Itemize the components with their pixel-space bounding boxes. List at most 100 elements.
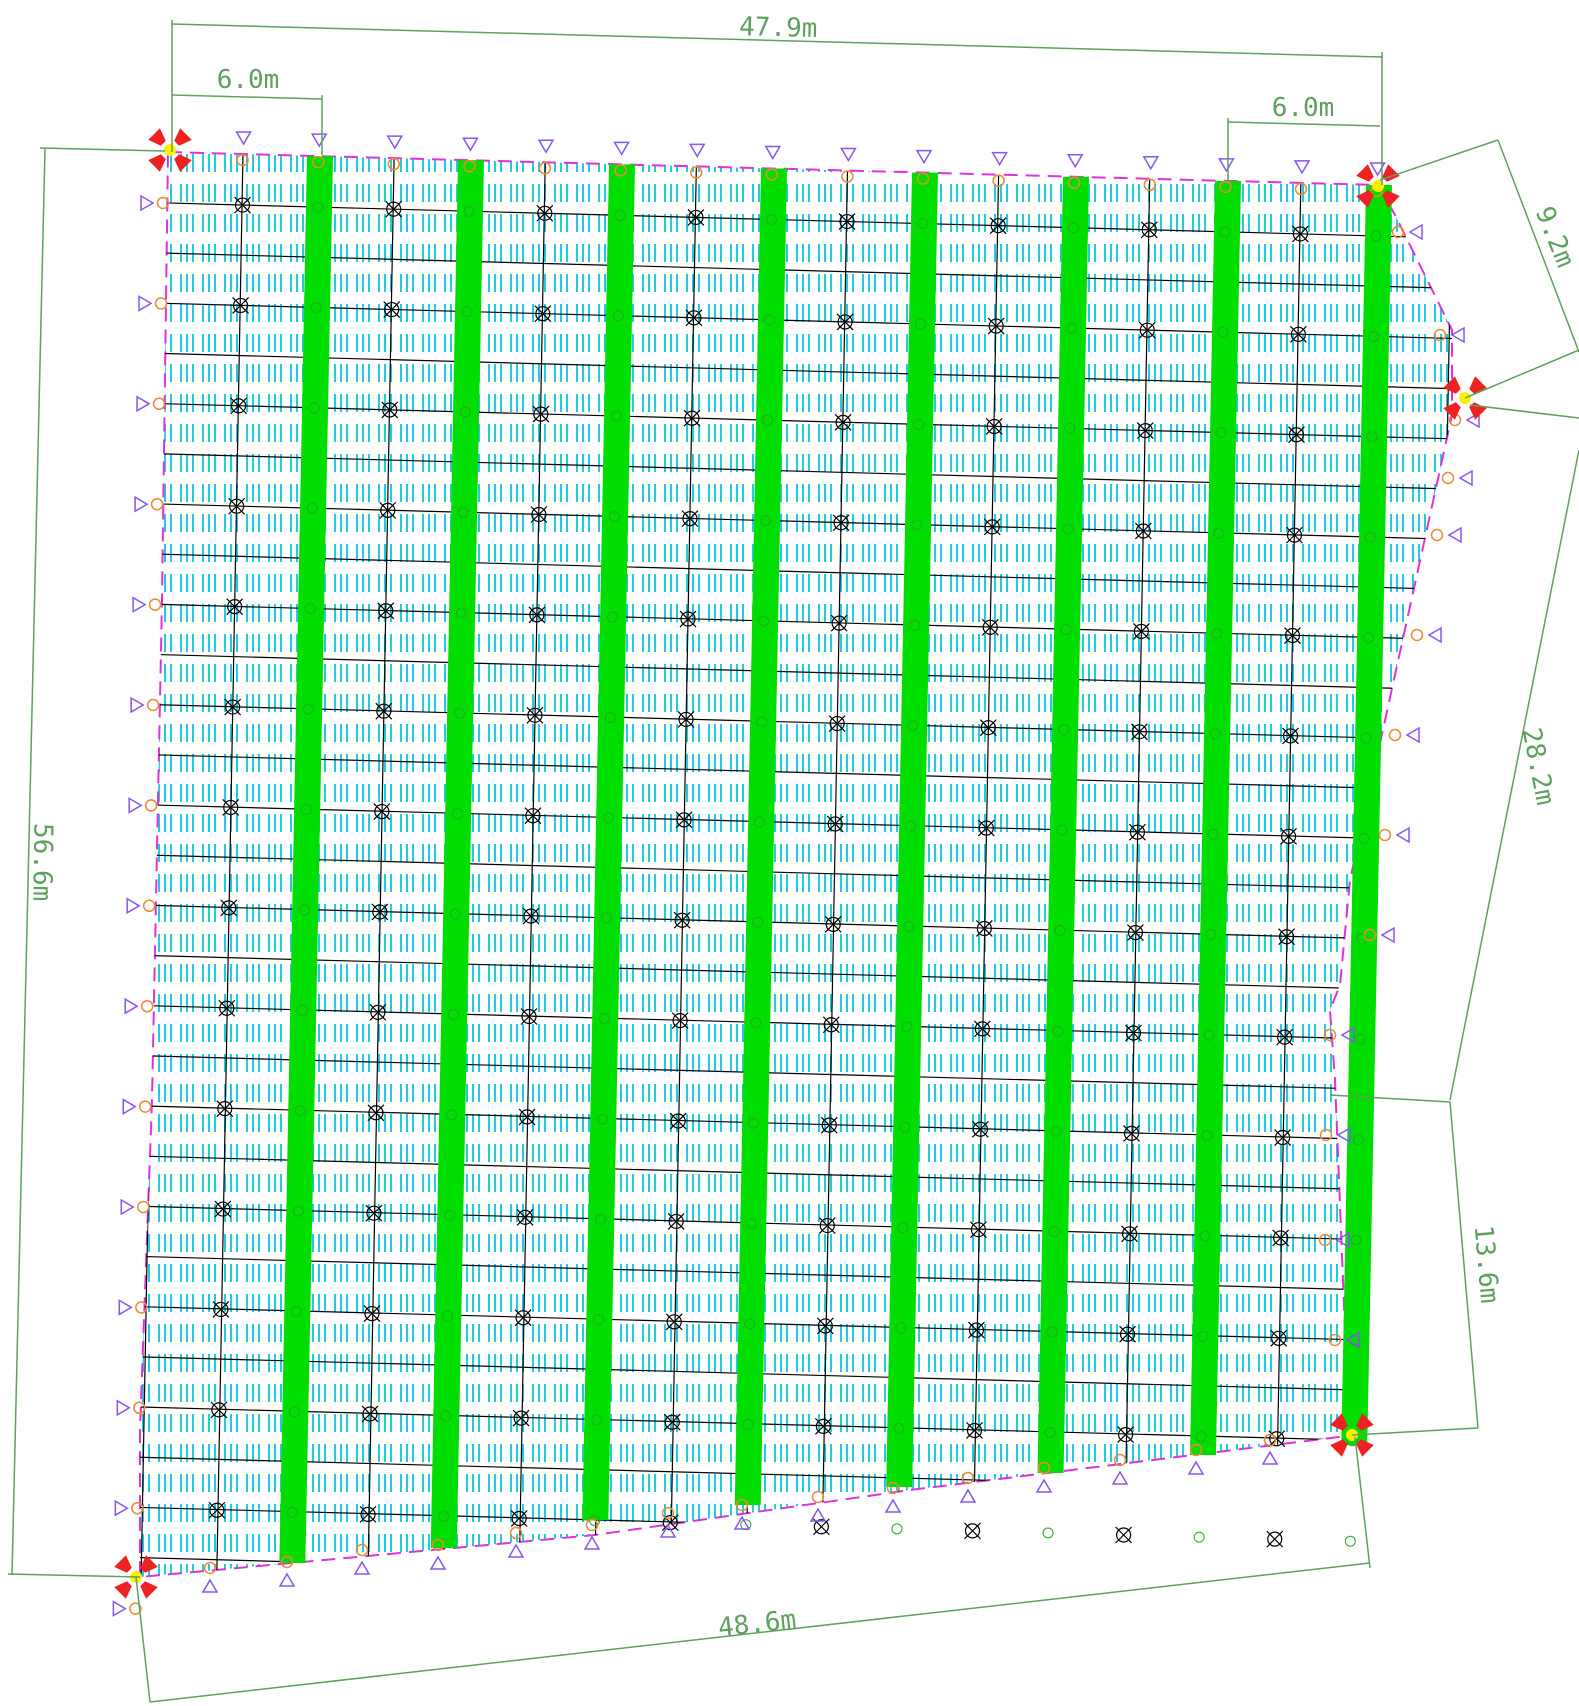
column-node	[830, 614, 848, 632]
column-node	[1278, 928, 1296, 946]
beam-node	[748, 1117, 760, 1129]
column-node-cross	[683, 409, 701, 427]
grid-line-horizontal	[140, 652, 1452, 691]
column-node-cross	[208, 1501, 226, 1519]
anchor-arrow	[1382, 164, 1400, 182]
column-marker	[1391, 225, 1405, 239]
column-node	[832, 514, 850, 532]
column-node	[1138, 321, 1156, 339]
beam-node	[1217, 326, 1229, 338]
column-node	[208, 1501, 226, 1519]
support-triangle	[310, 133, 328, 148]
column-node	[1140, 221, 1158, 239]
beam-node	[451, 808, 463, 820]
support-triangle	[1447, 526, 1462, 544]
beam	[1341, 185, 1392, 1446]
column-node-cross	[983, 518, 1001, 536]
beam-node	[742, 1418, 754, 1430]
column-node-circle	[529, 607, 545, 623]
column-node	[367, 1104, 385, 1122]
column-node-cross	[526, 706, 544, 724]
column-marker	[1378, 828, 1392, 842]
support-triangle	[1369, 162, 1386, 177]
column-node-circle	[380, 502, 396, 518]
beam-node	[909, 619, 921, 631]
column-marker	[1219, 180, 1232, 194]
column-node-cross	[665, 1313, 683, 1331]
grid-line-horizontal	[140, 1053, 1452, 1093]
anchor-arrow	[1330, 1413, 1348, 1431]
column-node	[377, 602, 395, 620]
column-node-cross	[1134, 522, 1152, 540]
column-node-cross	[371, 903, 389, 921]
column-node	[1286, 526, 1303, 544]
column-node	[518, 1108, 536, 1126]
column-node-cross	[383, 301, 401, 319]
column-node	[1268, 1430, 1286, 1448]
column-node	[675, 811, 693, 829]
column-node-cross	[528, 606, 546, 624]
column-marker	[538, 162, 552, 175]
beam-node	[459, 406, 471, 418]
support-triangle	[353, 1560, 371, 1575]
anchor-arrow	[148, 128, 166, 146]
column-node-circle	[821, 1117, 837, 1133]
column-node-cross	[1284, 627, 1301, 644]
support-triangle	[1450, 326, 1465, 344]
column-node	[216, 1100, 234, 1118]
column-node	[371, 903, 389, 921]
node-markers	[208, 196, 1382, 1548]
column-node-cross	[522, 907, 540, 925]
column-node-cross	[661, 1514, 679, 1532]
column-node-circle	[368, 1105, 384, 1121]
column-node-cross	[663, 1413, 681, 1431]
beam-node	[286, 1506, 298, 1518]
support-triangle	[124, 997, 139, 1015]
slab-region	[139, 151, 1453, 1579]
grid-line-horizontal	[100, 1657, 1470, 1694]
column-node	[683, 409, 701, 427]
column-node-cross	[524, 807, 542, 825]
support-triangle	[1395, 826, 1410, 844]
slab-boundary	[139, 151, 1453, 1579]
beam-node	[1068, 222, 1080, 234]
column-node	[234, 196, 251, 214]
support-markers	[112, 131, 1480, 1617]
grid-line-horizontal	[140, 1254, 1452, 1294]
column-marker	[1067, 176, 1081, 189]
column-node-cross	[232, 297, 250, 314]
beam-node	[1044, 1427, 1056, 1439]
column-node-circle	[511, 1510, 527, 1527]
support-triangle	[201, 1578, 219, 1593]
column-node-circle	[682, 511, 698, 527]
column-marker	[154, 297, 168, 310]
dim-r2-ext2	[1329, 1094, 1451, 1103]
column-node-cross	[512, 1409, 530, 1427]
column-node-circle	[835, 414, 851, 430]
column-node	[665, 1313, 683, 1331]
beam-node	[455, 607, 467, 619]
column-node-circle	[215, 1201, 231, 1217]
column-marker	[689, 166, 703, 179]
column-node-circle	[815, 1418, 831, 1434]
column-node	[363, 1305, 381, 1323]
beam-node	[597, 1113, 609, 1125]
column-node-circle	[231, 398, 247, 414]
column-node-circle	[1123, 1125, 1140, 1142]
beam-node	[1054, 925, 1066, 937]
column-marker	[146, 698, 160, 712]
column-node-cross	[828, 715, 846, 732]
column-node	[1123, 1124, 1140, 1142]
column-node-cross	[685, 309, 703, 327]
column-node-circle	[1286, 527, 1303, 543]
beam-node	[1368, 330, 1380, 342]
support-triangle	[132, 596, 147, 613]
dim-r3-ext	[1351, 1427, 1479, 1436]
column-node	[687, 209, 705, 226]
beam-node	[608, 511, 620, 523]
beam-node	[614, 209, 626, 221]
column-node-circle	[1288, 427, 1305, 443]
column-node	[814, 1417, 832, 1435]
column-node	[1125, 1024, 1142, 1042]
